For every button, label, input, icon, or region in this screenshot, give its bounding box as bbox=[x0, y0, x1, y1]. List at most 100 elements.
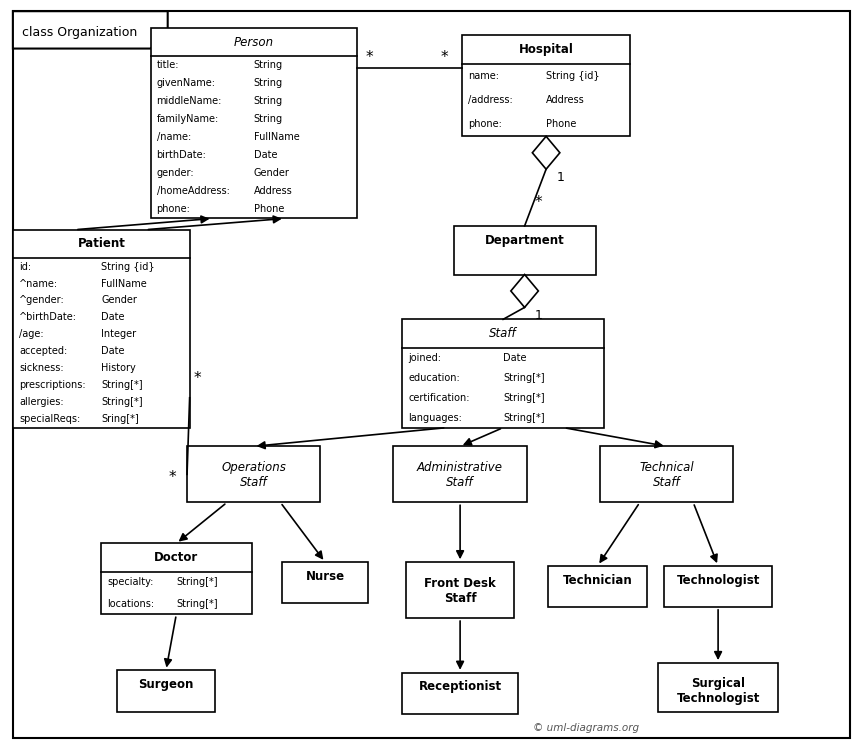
Bar bbox=[402, 673, 518, 714]
Text: name:: name: bbox=[468, 71, 500, 81]
Text: Technologist: Technologist bbox=[677, 574, 759, 586]
Bar bbox=[549, 566, 647, 607]
Text: /name:: /name: bbox=[157, 132, 191, 143]
Text: Person: Person bbox=[234, 36, 273, 49]
Text: Patient: Patient bbox=[77, 238, 126, 250]
Text: String[*]: String[*] bbox=[101, 397, 143, 407]
Bar bbox=[393, 447, 526, 503]
Text: *: * bbox=[194, 371, 201, 386]
Text: /age:: /age: bbox=[19, 329, 44, 339]
Text: locations:: locations: bbox=[107, 599, 154, 609]
Text: String[*]: String[*] bbox=[176, 577, 218, 587]
Bar bbox=[600, 447, 734, 503]
Text: © uml-diagrams.org: © uml-diagrams.org bbox=[533, 723, 639, 734]
Text: String: String bbox=[254, 114, 283, 125]
Text: String: String bbox=[254, 78, 283, 88]
Text: middleName:: middleName: bbox=[157, 96, 222, 106]
Bar bbox=[282, 562, 368, 604]
Text: Address: Address bbox=[254, 187, 292, 196]
Text: Surgical
Technologist: Surgical Technologist bbox=[677, 678, 759, 705]
Bar bbox=[101, 544, 251, 614]
Bar bbox=[402, 320, 604, 427]
Text: Technician: Technician bbox=[562, 574, 633, 586]
Text: String[*]: String[*] bbox=[176, 599, 218, 609]
Bar bbox=[454, 226, 595, 275]
Text: ^gender:: ^gender: bbox=[19, 296, 65, 306]
Text: givenName:: givenName: bbox=[157, 78, 216, 88]
Text: String[*]: String[*] bbox=[503, 373, 544, 382]
Text: FullName: FullName bbox=[101, 279, 147, 288]
Text: FullName: FullName bbox=[254, 132, 299, 143]
Text: Phone: Phone bbox=[546, 120, 576, 129]
Text: Sring[*]: Sring[*] bbox=[101, 414, 139, 424]
Text: Date: Date bbox=[254, 150, 277, 161]
Text: Hospital: Hospital bbox=[519, 43, 574, 56]
Text: Integer: Integer bbox=[101, 329, 137, 339]
Text: familyName:: familyName: bbox=[157, 114, 218, 125]
Text: String: String bbox=[254, 61, 283, 70]
Text: joined:: joined: bbox=[408, 353, 441, 363]
Text: String: String bbox=[254, 96, 283, 106]
Text: Technical
Staff: Technical Staff bbox=[639, 461, 694, 489]
Text: Doctor: Doctor bbox=[154, 551, 199, 564]
Text: History: History bbox=[101, 363, 136, 374]
Text: Receptionist: Receptionist bbox=[419, 681, 501, 693]
Text: title:: title: bbox=[157, 61, 179, 70]
Bar bbox=[150, 28, 357, 219]
Text: Address: Address bbox=[546, 95, 585, 105]
Text: sickness:: sickness: bbox=[19, 363, 64, 374]
Text: education:: education: bbox=[408, 373, 460, 382]
Text: Staff: Staff bbox=[489, 327, 517, 340]
Text: Administrative
Staff: Administrative Staff bbox=[417, 461, 503, 489]
Polygon shape bbox=[13, 11, 168, 49]
Text: ^name:: ^name: bbox=[19, 279, 58, 288]
Text: allergies:: allergies: bbox=[19, 397, 64, 407]
Bar bbox=[658, 663, 778, 712]
Bar bbox=[187, 447, 320, 503]
Text: prescriptions:: prescriptions: bbox=[19, 380, 86, 390]
Text: accepted:: accepted: bbox=[19, 347, 68, 356]
Text: *: * bbox=[366, 49, 373, 65]
Text: Front Desk
Staff: Front Desk Staff bbox=[424, 577, 496, 604]
Text: phone:: phone: bbox=[157, 205, 190, 214]
Text: languages:: languages: bbox=[408, 412, 462, 423]
Text: *: * bbox=[168, 470, 175, 485]
Text: ^birthDate:: ^birthDate: bbox=[19, 312, 77, 323]
Text: String[*]: String[*] bbox=[503, 412, 544, 423]
Text: id:: id: bbox=[19, 261, 32, 272]
Bar bbox=[463, 35, 630, 136]
Text: Date: Date bbox=[101, 312, 125, 323]
Text: birthDate:: birthDate: bbox=[157, 150, 206, 161]
Text: String {id}: String {id} bbox=[101, 261, 155, 272]
Text: phone:: phone: bbox=[468, 120, 502, 129]
Text: Surgeon: Surgeon bbox=[138, 678, 194, 691]
Text: *: * bbox=[513, 288, 521, 304]
Text: 1: 1 bbox=[535, 309, 543, 323]
Text: specialReqs:: specialReqs: bbox=[19, 414, 81, 424]
Text: gender:: gender: bbox=[157, 169, 194, 179]
Polygon shape bbox=[532, 136, 560, 170]
Text: certification:: certification: bbox=[408, 393, 470, 403]
Text: specialty:: specialty: bbox=[107, 577, 153, 587]
Text: Gender: Gender bbox=[254, 169, 290, 179]
Bar bbox=[14, 230, 189, 427]
Text: *: * bbox=[440, 49, 448, 65]
Text: String {id}: String {id} bbox=[546, 71, 599, 81]
Text: *: * bbox=[535, 195, 543, 211]
Bar bbox=[407, 562, 514, 619]
Text: 1: 1 bbox=[556, 171, 564, 185]
Text: Phone: Phone bbox=[254, 205, 284, 214]
Text: Department: Department bbox=[485, 234, 564, 247]
Text: /homeAddress:: /homeAddress: bbox=[157, 187, 230, 196]
Polygon shape bbox=[511, 275, 538, 308]
Text: Nurse: Nurse bbox=[305, 570, 345, 583]
Text: Date: Date bbox=[503, 353, 526, 363]
Text: String[*]: String[*] bbox=[101, 380, 143, 390]
Bar bbox=[664, 566, 772, 607]
Text: class Organization: class Organization bbox=[22, 26, 137, 40]
Text: Gender: Gender bbox=[101, 296, 138, 306]
Text: Operations
Staff: Operations Staff bbox=[221, 461, 286, 489]
Text: /address:: /address: bbox=[468, 95, 513, 105]
Bar bbox=[117, 671, 215, 711]
Text: Date: Date bbox=[101, 347, 125, 356]
